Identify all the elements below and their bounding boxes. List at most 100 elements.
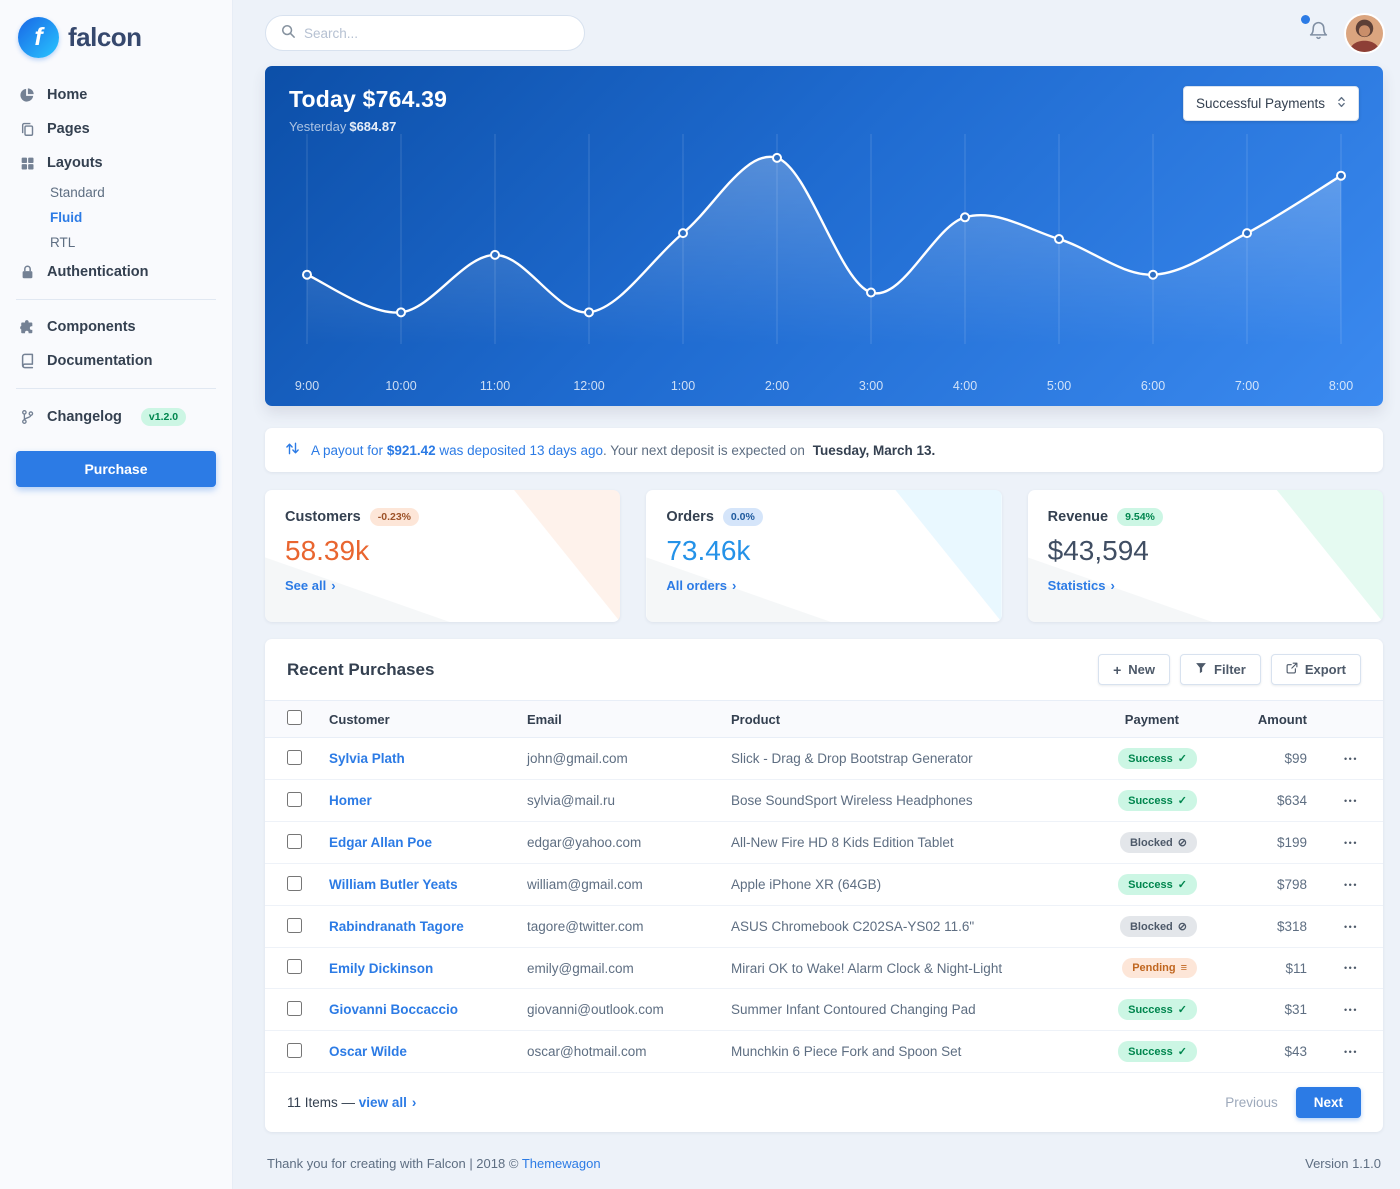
new-button[interactable]: + New [1098, 654, 1171, 685]
product-cell: Summer Infant Contoured Changing Pad [719, 988, 1059, 1031]
row-checkbox[interactable] [287, 875, 302, 891]
sidebar-subitem-rtl[interactable]: RTL [50, 235, 76, 250]
select-all-checkbox[interactable] [287, 710, 302, 725]
email-cell: emily@gmail.com [515, 947, 719, 989]
row-actions-button[interactable]: ••• [1338, 1043, 1364, 1061]
filter-button[interactable]: Filter [1180, 654, 1261, 685]
sidebar: f falcon Home Pages Layouts Standard Flu… [0, 0, 233, 1189]
row-checkbox[interactable] [287, 1042, 302, 1058]
product-cell: Mirari OK to Wake! Alarm Clock & Night-L… [719, 947, 1059, 989]
svg-text:3:00: 3:00 [859, 379, 883, 393]
svg-text:12:00: 12:00 [573, 379, 604, 393]
notification-dot [1301, 15, 1310, 25]
chart-filter-value: Successful Payments [1195, 96, 1325, 112]
stat-value: 73.46k [666, 535, 751, 566]
amount-cell: $634 [1219, 779, 1319, 822]
row-checkbox[interactable] [287, 1000, 302, 1016]
purchase-button[interactable]: Purchase [16, 451, 216, 487]
row-actions-button[interactable]: ••• [1338, 1001, 1364, 1019]
sidebar-item-label: Documentation [47, 353, 153, 369]
next-button[interactable]: Next [1295, 1087, 1361, 1118]
sidebar-item-components[interactable]: Components [16, 310, 216, 344]
sidebar-divider [16, 299, 216, 300]
row-checkbox[interactable] [287, 833, 302, 849]
row-checkbox[interactable] [287, 749, 302, 765]
amount-cell: $99 [1219, 737, 1319, 780]
svg-text:5:00: 5:00 [1047, 379, 1071, 393]
exchange-icon [285, 441, 300, 459]
payment-status-badge: Success ✓ [1118, 790, 1197, 811]
customer-link[interactable]: Giovanni Boccaccio [329, 1002, 459, 1017]
sidebar-item-layouts[interactable]: Layouts [16, 146, 216, 180]
sidebar-subitem-standard[interactable]: Standard [50, 185, 105, 200]
chevron-right-icon: › [732, 578, 737, 593]
sidebar-item-changelog[interactable]: Changelog v1.2.0 [16, 399, 216, 435]
sidebar-item-pages[interactable]: Pages [16, 112, 216, 146]
payout-notice: A payout for $921.42 was deposited 13 da… [265, 428, 1383, 472]
sidebar-item-label: Pages [47, 121, 90, 137]
revenue-stat-card: Revenue 9.54% $43,594 Statistics › [1027, 490, 1383, 622]
payout-amount: $921.42 [386, 442, 436, 458]
puzzle-icon [18, 319, 36, 335]
row-actions-button[interactable]: ••• [1338, 918, 1364, 936]
payment-status-badge: Blocked ⊘ [1119, 916, 1197, 937]
plus-icon: + [1113, 661, 1122, 678]
customer-link[interactable]: Homer [329, 793, 372, 808]
previous-button[interactable]: Previous [1225, 1095, 1278, 1110]
see-all-link[interactable]: See all › [285, 578, 336, 593]
sidebar-item-label: Changelog [47, 409, 122, 425]
customer-link[interactable]: Sylvia Plath [329, 751, 405, 766]
email-cell: tagore@twitter.com [515, 905, 719, 948]
search-box[interactable] [265, 15, 585, 52]
product-cell: Slick - Drag & Drop Bootstrap Generator [719, 737, 1059, 780]
customer-link[interactable]: Emily Dickinson [329, 960, 434, 976]
payment-status-badge: Pending ≡ [1122, 958, 1197, 978]
payout-link[interactable]: A payout for $921.42 was deposited 13 da… [311, 442, 604, 458]
stats-row: Customers -0.23% 58.39k See all › Orders … [265, 490, 1383, 622]
row-actions-button[interactable]: ••• [1338, 959, 1364, 977]
notifications-button[interactable] [1301, 15, 1329, 46]
customer-link[interactable]: Rabindranath Tagore [329, 919, 464, 934]
row-actions-button[interactable]: ••• [1338, 750, 1364, 768]
customer-link[interactable]: Edgar Allan Poe [329, 835, 433, 850]
amount-cell: $318 [1219, 905, 1319, 948]
row-actions-button[interactable]: ••• [1338, 834, 1364, 852]
avatar[interactable] [1346, 14, 1383, 52]
all-orders-link[interactable]: All orders › [666, 578, 737, 593]
sidebar-subitem-fluid[interactable]: Fluid [50, 210, 83, 225]
table-row: Edgar Allan Poe edgar@yahoo.com All-New … [265, 821, 1383, 864]
email-cell: sylvia@mail.ru [515, 779, 719, 822]
row-actions-button[interactable]: ••• [1338, 876, 1364, 894]
book-icon [18, 353, 36, 369]
brand-logo[interactable]: f falcon [16, 13, 216, 78]
themewagon-link[interactable]: Themewagon [521, 1156, 601, 1171]
row-checkbox[interactable] [287, 791, 302, 807]
status-icon: ≡ [1180, 962, 1187, 974]
stat-badge: 9.54% [1117, 508, 1163, 526]
table-row: William Butler Yeats william@gmail.com A… [265, 863, 1383, 906]
sidebar-item-documentation[interactable]: Documentation [16, 344, 216, 378]
svg-text:1:00: 1:00 [671, 379, 695, 393]
customer-link[interactable]: Oscar Wilde [329, 1044, 407, 1059]
row-actions-button[interactable]: ••• [1338, 792, 1364, 810]
purchases-table-body: Sylvia Plath john@gmail.com Slick - Drag… [265, 737, 1383, 1073]
sidebar-item-label: Components [47, 319, 136, 335]
statistics-link[interactable]: Statistics › [1047, 578, 1115, 593]
sidebar-item-home[interactable]: Home [16, 78, 216, 112]
svg-text:11:00: 11:00 [480, 379, 510, 393]
amount-cell: $199 [1219, 821, 1319, 864]
row-checkbox[interactable] [287, 917, 302, 933]
row-checkbox[interactable] [287, 959, 302, 974]
search-input[interactable] [304, 25, 569, 41]
status-icon: ✓ [1177, 879, 1187, 891]
main-content: Today $764.39 Yesterday$684.87 Successfu… [233, 0, 1400, 1189]
chart-filter-dropdown[interactable]: Successful Payments [1182, 86, 1359, 122]
sidebar-item-authentication[interactable]: Authentication [16, 255, 216, 289]
stat-title: Revenue [1047, 509, 1109, 525]
chart-subtitle: Yesterday $684.87 [289, 119, 397, 135]
table-row: Rabindranath Tagore tagore@twitter.com A… [265, 905, 1383, 948]
topbar [265, 0, 1383, 66]
customer-link[interactable]: William Butler Yeats [329, 877, 458, 892]
export-button[interactable]: Export [1270, 654, 1361, 685]
view-all-link[interactable]: view all › [358, 1095, 417, 1110]
